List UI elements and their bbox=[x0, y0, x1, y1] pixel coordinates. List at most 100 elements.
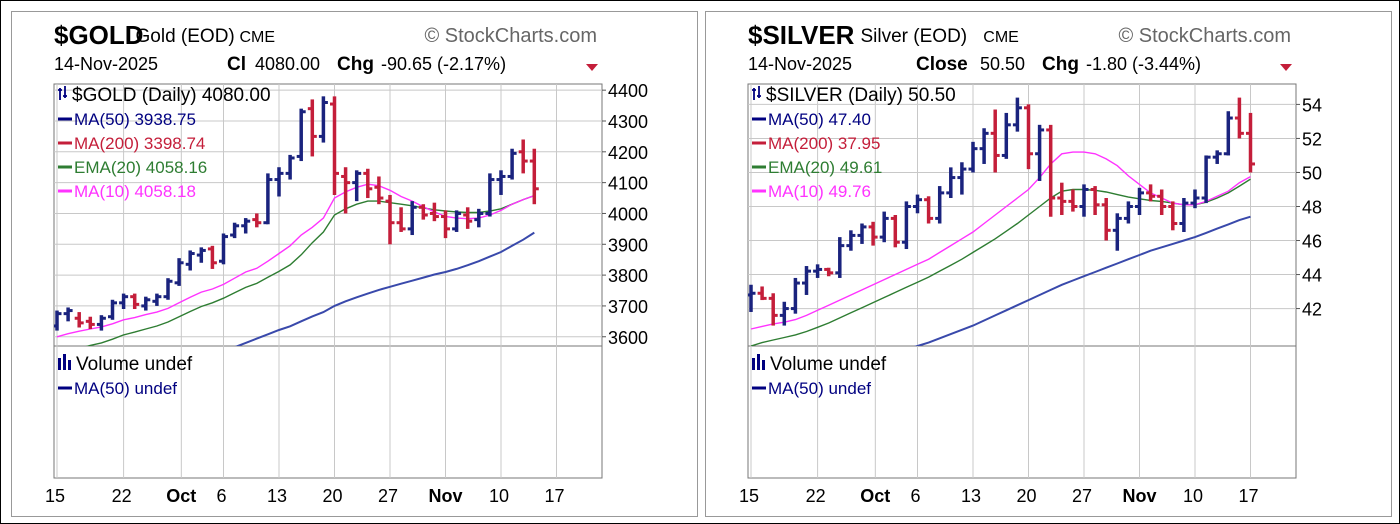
legend-ma200: MA(200) 37.95 bbox=[768, 134, 880, 153]
ohlc-bar bbox=[163, 278, 173, 300]
close-label: Cl bbox=[227, 54, 246, 75]
legend-volume-ma50: MA(50) undef bbox=[74, 379, 177, 398]
ohlc-bar bbox=[1135, 187, 1144, 215]
x-tick-label: 20 bbox=[322, 486, 342, 506]
down-arrow-icon bbox=[1280, 64, 1292, 71]
ohlc-bar bbox=[152, 293, 162, 306]
ohlc-bar bbox=[857, 223, 867, 244]
legend-main: $SILVER (Daily) 50.50 bbox=[766, 85, 956, 106]
ohlc-bar bbox=[407, 201, 417, 236]
y-tick-label: 4300 bbox=[608, 112, 648, 132]
y-tick-label: 3700 bbox=[608, 297, 648, 317]
ohlc-bar bbox=[496, 170, 506, 195]
y-tick-label: 4000 bbox=[608, 204, 648, 224]
x-tick-label: 27 bbox=[378, 486, 398, 506]
ohlc-bar bbox=[901, 201, 911, 250]
x-tick-label: 6 bbox=[910, 486, 920, 506]
ohlc-bar bbox=[1212, 150, 1222, 164]
x-tick-label: 13 bbox=[267, 486, 287, 506]
ohlc-bar bbox=[990, 109, 1000, 173]
instrument-name: Silver (EOD) bbox=[861, 26, 968, 47]
x-tick-label: 22 bbox=[112, 486, 132, 506]
ohlc-bar bbox=[779, 301, 789, 326]
legend-ma50: MA(50) 3938.75 bbox=[74, 110, 196, 129]
ohlc-bar bbox=[946, 167, 956, 198]
ohlc-bar bbox=[1168, 201, 1178, 231]
close-value: 4080.00 bbox=[255, 54, 320, 74]
ohlc-bar bbox=[296, 108, 306, 162]
x-tick-label: 13 bbox=[961, 486, 981, 506]
ohlc-bar bbox=[429, 202, 439, 222]
ohlc-bar bbox=[307, 99, 317, 157]
price-bars-icon bbox=[58, 86, 67, 100]
change-value: -1.80 (-3.44%) bbox=[1086, 54, 1201, 74]
ohlc-bar bbox=[252, 213, 262, 228]
ohlc-bar bbox=[185, 250, 195, 271]
ohlc-bar bbox=[890, 215, 900, 248]
ohlc-bar bbox=[230, 222, 240, 239]
volume-bars-icon bbox=[752, 354, 765, 370]
ohlc-bar bbox=[441, 210, 450, 239]
ohlc-bar bbox=[1046, 124, 1056, 217]
ohlc-bar bbox=[374, 176, 384, 205]
x-tick-label: Oct bbox=[860, 486, 890, 506]
close-label: Close bbox=[916, 54, 968, 75]
ohlc-bar bbox=[1223, 111, 1233, 156]
ohlc-bar bbox=[790, 277, 800, 314]
ohlc-bar bbox=[463, 207, 473, 229]
ohlc-bar bbox=[141, 296, 151, 311]
ema20-line bbox=[750, 178, 1251, 346]
x-tick-label: 17 bbox=[1238, 486, 1258, 506]
ohlc-bar bbox=[130, 293, 140, 310]
y-tick-label: 50 bbox=[1302, 163, 1322, 183]
change-value: -90.65 (-2.17%) bbox=[381, 54, 506, 74]
x-tick-label: 20 bbox=[1016, 486, 1036, 506]
ohlc-bar bbox=[1090, 186, 1100, 215]
ohlc-bar bbox=[54, 310, 62, 331]
price-bars-icon bbox=[752, 86, 761, 100]
change-label: Chg bbox=[1042, 54, 1079, 75]
ohlc-bar bbox=[330, 96, 339, 195]
ema20-line bbox=[85, 194, 535, 346]
ohlc-bar bbox=[474, 208, 484, 228]
legend-ema20: EMA(20) 4058.16 bbox=[74, 158, 207, 177]
ohlc-bar bbox=[452, 210, 462, 232]
x-tick-label: 6 bbox=[216, 486, 226, 506]
ohlc-bar bbox=[219, 233, 228, 265]
x-tick-label: 15 bbox=[739, 486, 759, 506]
symbol-title: $GOLD bbox=[54, 20, 144, 50]
volume-bars-icon bbox=[58, 354, 71, 370]
ohlc-bar bbox=[868, 221, 878, 246]
ma10-line bbox=[56, 183, 535, 338]
brand-watermark: © StockCharts.com bbox=[424, 25, 597, 47]
down-arrow-icon bbox=[586, 64, 598, 71]
ohlc-bar bbox=[207, 245, 217, 269]
y-tick-label: 4400 bbox=[608, 81, 648, 101]
close-value: 50.50 bbox=[980, 54, 1025, 74]
ohlc-bar bbox=[1057, 182, 1067, 215]
ohlc-bar bbox=[1246, 112, 1255, 173]
ohlc-bar bbox=[924, 196, 934, 224]
gold-chart-panel: $GOLD Gold (EOD) CME © StockCharts.com 14-No… bbox=[11, 11, 698, 517]
ohlc-bar bbox=[1035, 124, 1045, 181]
ohlc-bar bbox=[418, 204, 428, 220]
legend-ma10: MA(10) 4058.18 bbox=[74, 182, 196, 201]
ohlc-bar bbox=[485, 173, 495, 217]
y-tick-label: 3900 bbox=[608, 235, 648, 255]
ohlc-bar bbox=[846, 230, 856, 251]
legend-ema20: EMA(20) 49.61 bbox=[768, 158, 882, 177]
ohlc-bar bbox=[363, 168, 373, 199]
exchange-label: CME bbox=[983, 29, 1019, 46]
ohlc-bar bbox=[979, 128, 989, 164]
brand-watermark: © StockCharts.com bbox=[1118, 25, 1291, 47]
ohlc-bar bbox=[824, 267, 834, 277]
ohlc-bar bbox=[813, 264, 823, 278]
x-tick-label: 27 bbox=[1072, 486, 1092, 506]
y-tick-label: 4100 bbox=[608, 174, 648, 194]
x-tick-label: 10 bbox=[1183, 486, 1203, 506]
ohlc-bar bbox=[174, 258, 184, 286]
y-tick-label: 4200 bbox=[608, 143, 648, 163]
ohlc-bar bbox=[263, 173, 273, 225]
